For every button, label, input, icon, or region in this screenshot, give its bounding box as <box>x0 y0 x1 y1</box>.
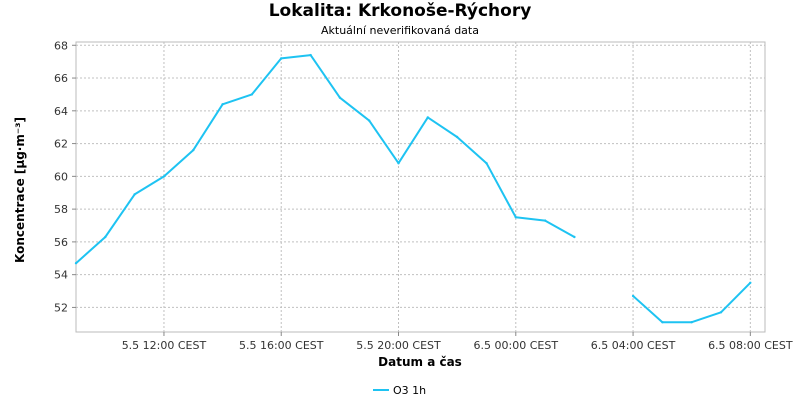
y-tick-label: 60 <box>54 170 68 183</box>
series-line-o3 <box>632 282 752 324</box>
x-tick-label: 5.5 20:00 CEST <box>356 339 441 352</box>
y-axis-ticks: 52 54 56 58 60 62 64 66 68 <box>54 39 76 314</box>
grid-lines <box>76 42 765 332</box>
plot-area <box>75 41 766 333</box>
chart-subtitle: Aktuální neverifikovaná data <box>321 24 479 37</box>
legend-label-o3: O3 1h <box>393 384 426 397</box>
x-tick-label: 5.5 16:00 CEST <box>239 339 324 352</box>
y-tick-label: 64 <box>54 105 68 118</box>
x-tick-label: 6.5 00:00 CEST <box>474 339 559 352</box>
y-axis-title: Koncentrace [µg·m⁻³] <box>13 117 27 263</box>
series-line-o3 <box>75 54 575 264</box>
y-tick-label: 68 <box>54 39 68 52</box>
x-tick-label: 6.5 08:00 CEST <box>708 339 793 352</box>
x-axis-title: Datum a čas <box>378 355 462 369</box>
y-tick-label: 58 <box>54 203 68 216</box>
x-axis-ticks: 5.5 12:00 CEST 5.5 16:00 CEST 5.5 20:00 CE… <box>122 332 793 352</box>
x-tick-label: 6.5 04:00 CEST <box>591 339 676 352</box>
legend: O3 1h <box>373 384 426 397</box>
y-tick-label: 54 <box>54 269 68 282</box>
series-layer <box>74 53 752 324</box>
chart-title: Lokalita: Krkonoše-Rýchory <box>268 1 532 21</box>
y-tick-label: 52 <box>54 301 68 314</box>
y-tick-label: 66 <box>54 72 68 85</box>
y-tick-label: 56 <box>54 236 68 249</box>
y-tick-label: 62 <box>54 138 68 151</box>
x-tick-label: 5.5 12:00 CEST <box>122 339 207 352</box>
